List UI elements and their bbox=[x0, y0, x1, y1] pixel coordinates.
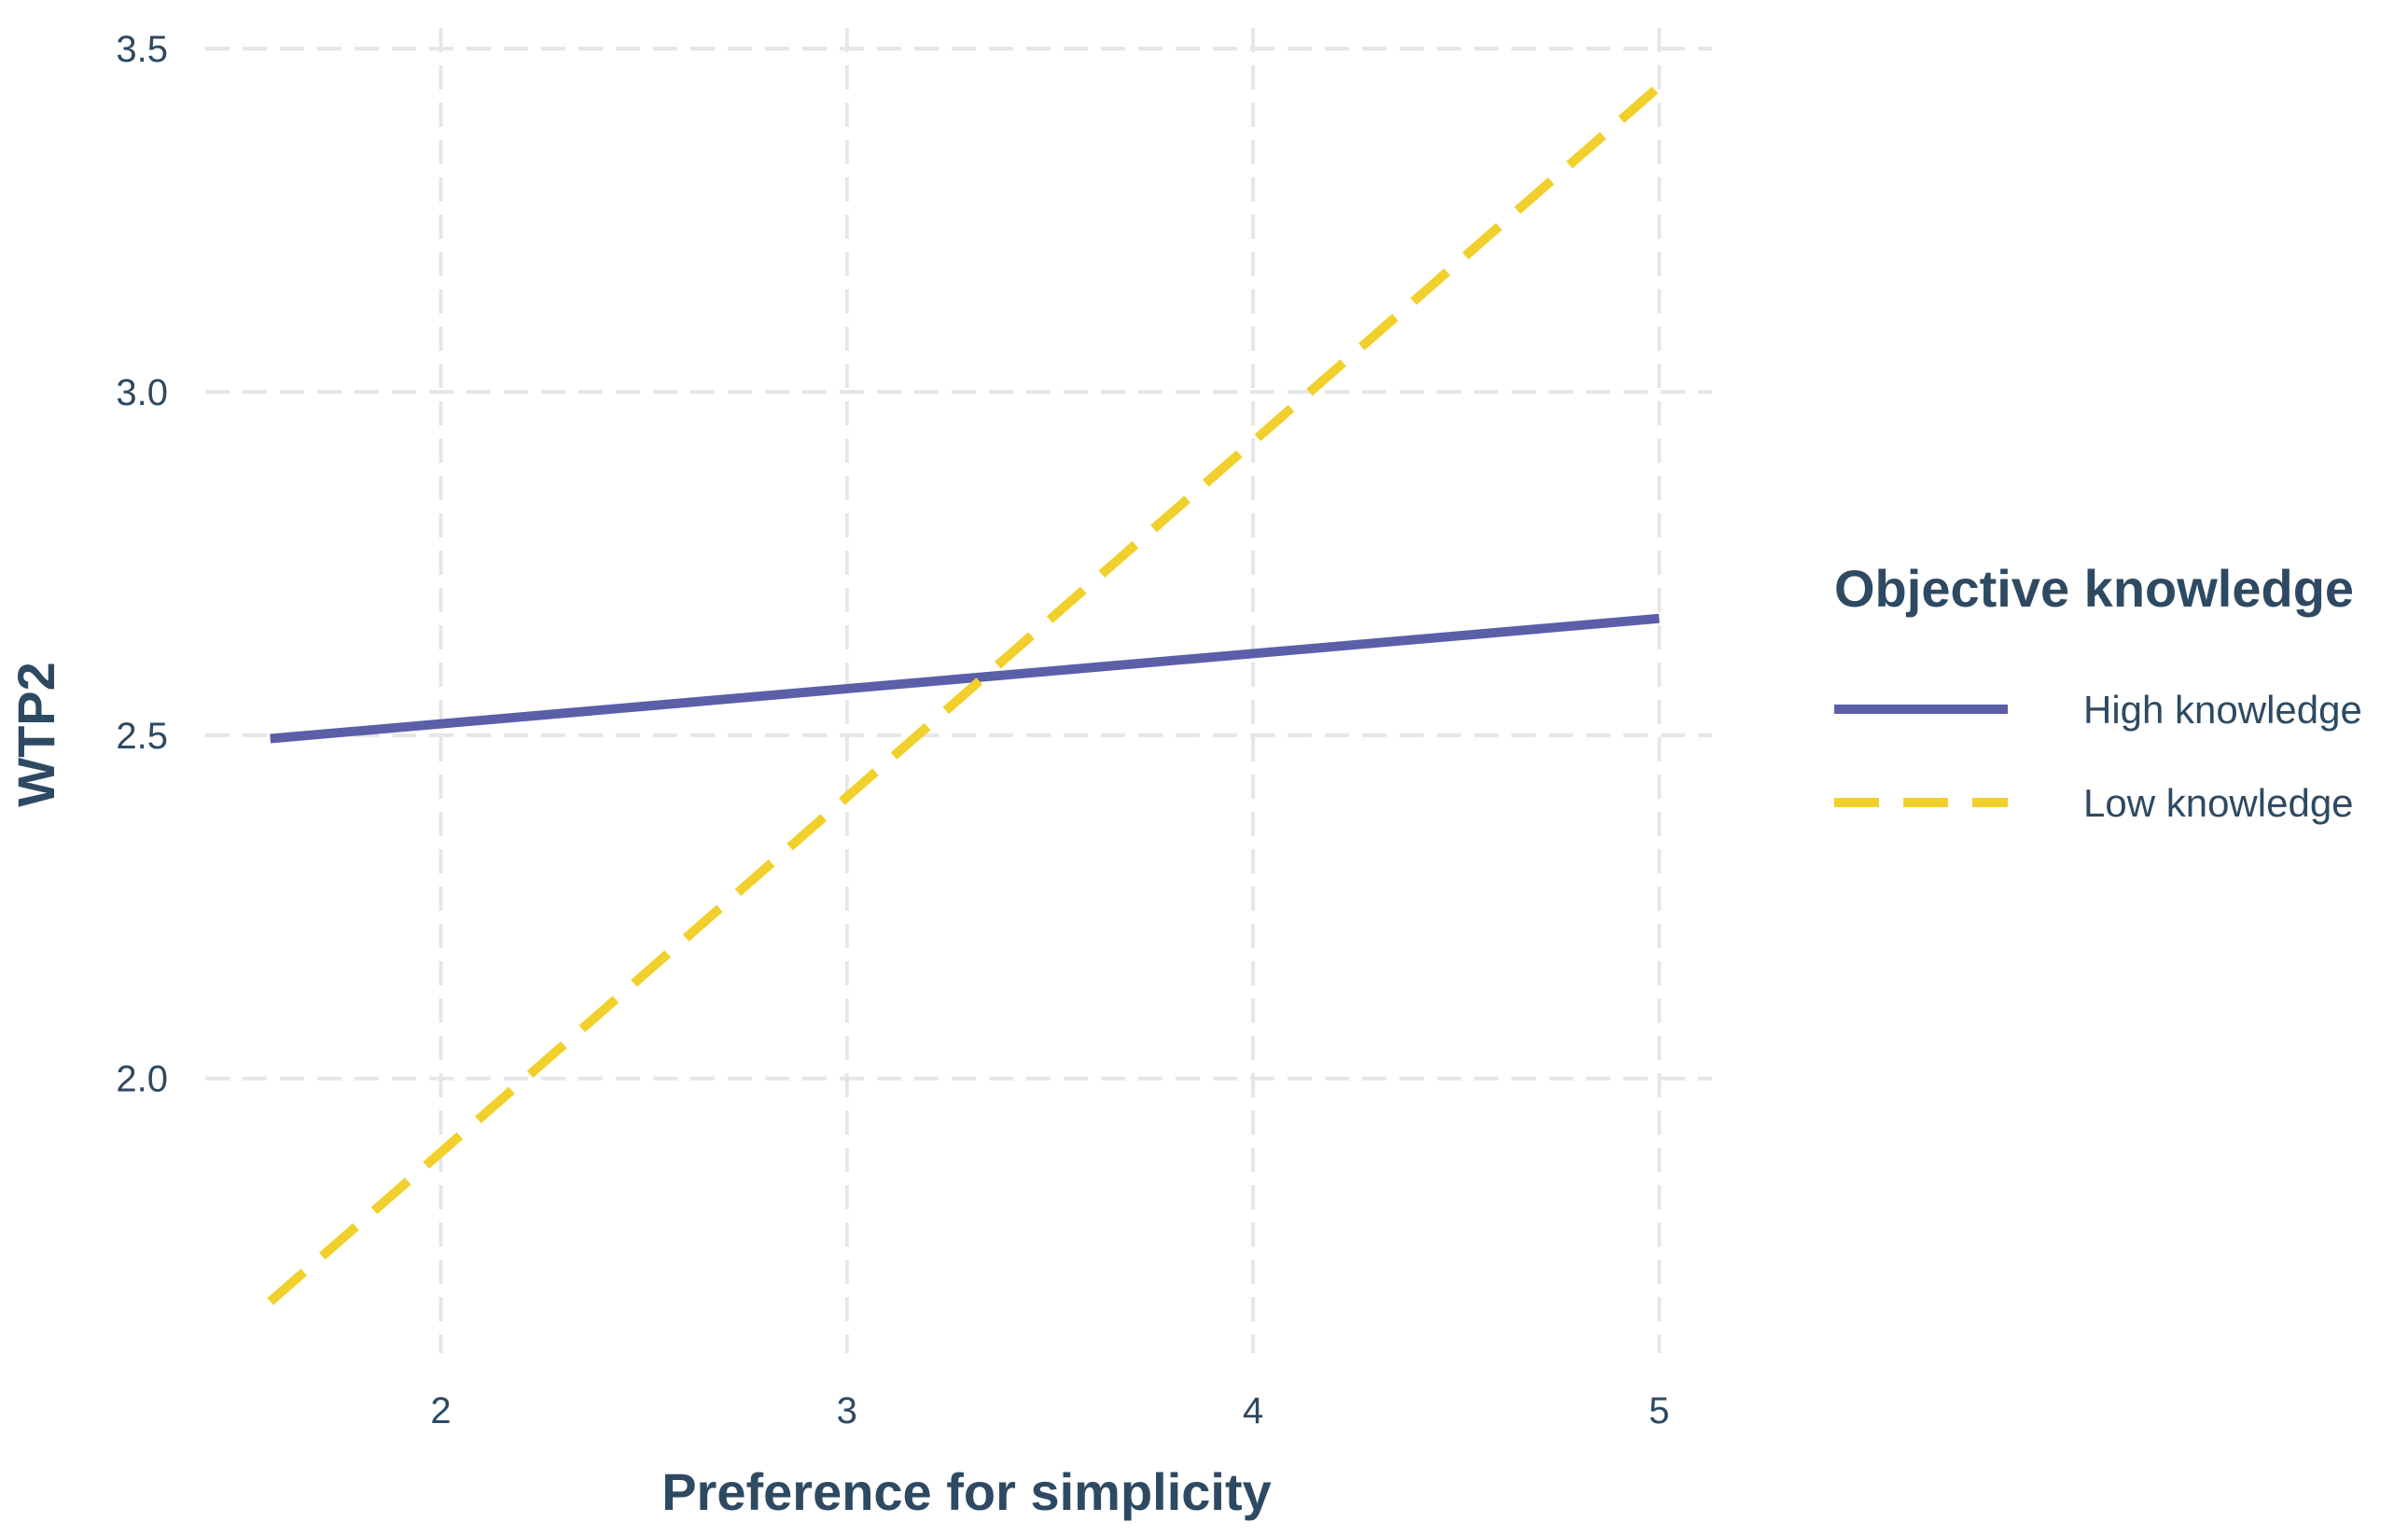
legend-title: Objective knowledge bbox=[1834, 559, 2354, 618]
legend: Objective knowledge High knowledge Low kn… bbox=[1834, 559, 2362, 825]
legend-items: High knowledge Low knowledge bbox=[1834, 688, 2362, 825]
x-tick-label: 2 bbox=[430, 1390, 451, 1431]
legend-label: High knowledge bbox=[2083, 688, 2362, 732]
y-tick-label: 2.0 bbox=[116, 1059, 168, 1100]
x-tick-label: 3 bbox=[837, 1390, 857, 1431]
y-axis-title: WTP2 bbox=[7, 662, 65, 807]
grid bbox=[205, 28, 1712, 1353]
series bbox=[267, 82, 1663, 1306]
y-tick-label: 3.0 bbox=[116, 372, 168, 413]
tick-labels: 2 3 4 5 2.0 2.5 3.0 3.5 bbox=[116, 29, 1669, 1431]
series-line-high-knowledge bbox=[270, 613, 1660, 744]
x-axis-title: Preference for simplicity bbox=[661, 1462, 1272, 1521]
x-tick-label: 5 bbox=[1649, 1390, 1669, 1431]
series-line-low-knowledge bbox=[267, 82, 1663, 1306]
y-tick-label: 3.5 bbox=[116, 29, 168, 70]
legend-label: Low knowledge bbox=[2083, 781, 2354, 825]
x-tick-label: 4 bbox=[1243, 1390, 1263, 1431]
y-tick-label: 2.5 bbox=[116, 716, 168, 757]
